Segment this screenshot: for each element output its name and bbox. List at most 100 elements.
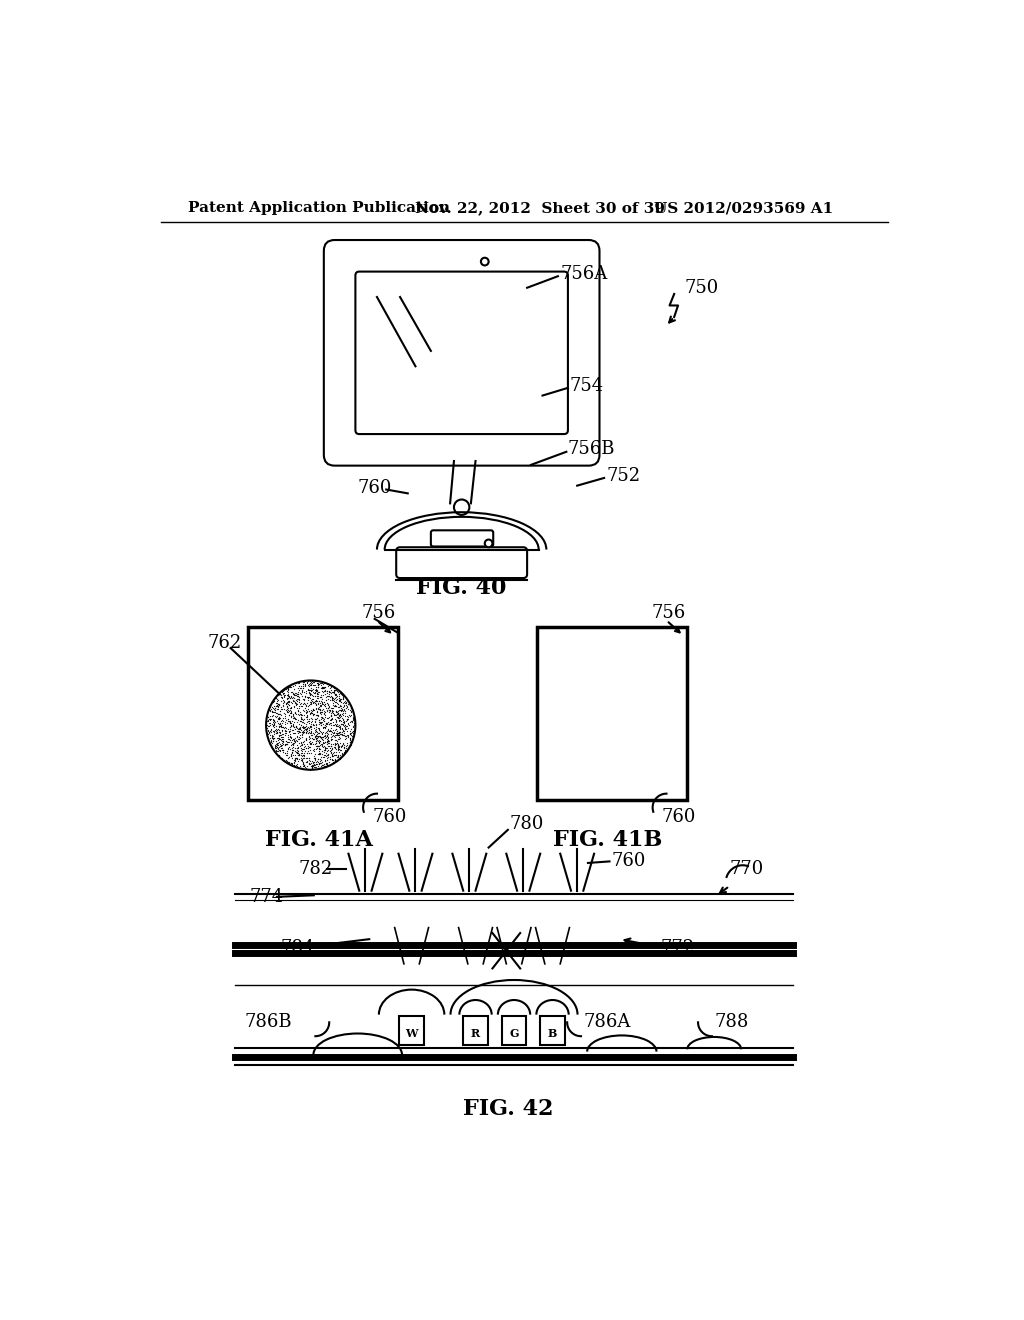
Point [294,681,310,702]
Point [286,752,302,774]
Point [288,704,304,725]
Point [280,738,296,759]
Point [316,701,333,722]
Point [303,702,319,723]
Point [276,682,293,704]
Point [328,696,344,717]
Point [337,714,353,735]
Point [308,690,325,711]
Point [304,690,321,711]
Point [324,706,340,727]
Point [268,696,285,717]
Point [306,680,323,701]
Point [324,744,340,766]
Point [318,722,335,743]
Point [325,701,341,722]
Point [330,734,346,755]
Point [343,719,359,741]
Point [291,696,307,717]
Point [296,721,312,742]
Point [266,700,283,721]
Bar [463,1016,487,1045]
Point [273,697,290,718]
Point [328,744,344,766]
Point [319,681,336,702]
Point [330,739,346,760]
Point [270,713,287,734]
Point [309,682,326,704]
Point [345,708,361,729]
Point [303,723,319,744]
Point [282,738,298,759]
Point [278,731,294,752]
Point [273,729,290,750]
Point [295,694,311,715]
Point [267,722,284,743]
Point [323,686,339,708]
Point [267,696,284,717]
Point [293,704,309,725]
Point [301,676,317,697]
Point [324,744,340,766]
Point [295,673,311,694]
Point [334,723,350,744]
Point [278,684,294,705]
Point [332,705,348,726]
Point [321,713,337,734]
Point [332,719,348,741]
Point [282,688,298,709]
Point [265,710,282,731]
Point [325,729,341,750]
Point [345,721,361,742]
Point [286,739,302,760]
Point [333,692,349,713]
Point [297,706,313,727]
Point [300,671,316,692]
Point [263,727,280,748]
Point [278,725,294,746]
Point [314,713,331,734]
Point [274,730,291,751]
Point [283,697,299,718]
Point [314,708,331,729]
Point [336,725,352,746]
Point [331,726,347,747]
Point [280,676,296,697]
Point [319,730,336,751]
Point [330,715,346,737]
Point [321,721,337,742]
Point [316,727,333,748]
Point [267,706,284,727]
Point [326,704,342,725]
Point [299,738,315,759]
Point [305,752,322,774]
Point [270,684,287,705]
Point [310,738,327,759]
Point [296,756,312,777]
Point [314,737,331,758]
Point [334,708,350,729]
Point [303,756,319,777]
Point [309,704,326,725]
Point [298,722,314,743]
Point [302,692,318,713]
Point [312,748,329,770]
Point [284,743,300,764]
Point [344,701,360,722]
Point [290,709,306,730]
Point [301,684,317,705]
Point [263,701,280,722]
Point [301,729,317,750]
Point [264,692,281,713]
Point [326,702,342,723]
Point [293,696,309,717]
Point [319,676,336,697]
Point [280,676,296,697]
Point [319,719,336,741]
Point [303,733,319,754]
Point [262,709,279,730]
Point [311,710,328,731]
Point [302,694,318,715]
Point [271,725,288,746]
Point [337,739,353,760]
